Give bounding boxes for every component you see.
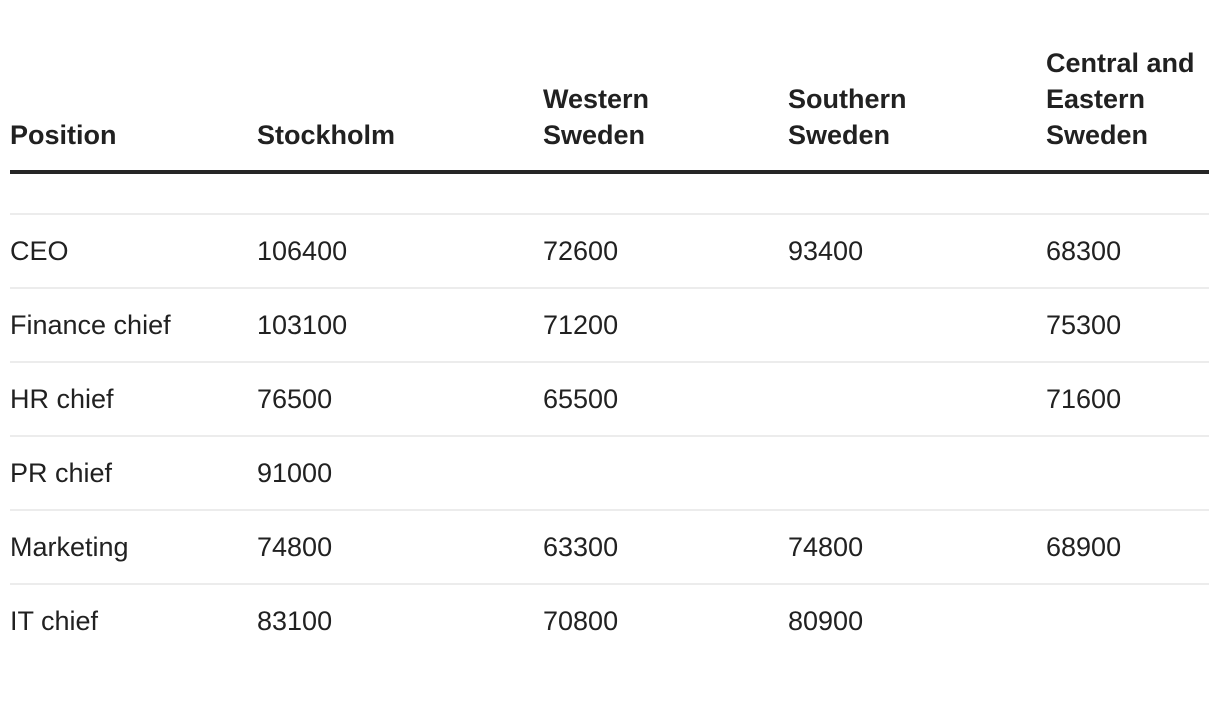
- value-cell-central-eastern-sweden: [1046, 436, 1209, 511]
- table-row: PR chief 91000: [10, 436, 1209, 511]
- table-row: CEO 106400 72600 93400 68300: [10, 214, 1209, 289]
- position-cell: PR chief: [10, 436, 257, 511]
- value-cell-southern-sweden: [788, 436, 1046, 511]
- column-header-position: Position: [10, 45, 257, 174]
- value-cell-western-sweden: 72600: [543, 214, 788, 289]
- value-cell-central-eastern-sweden: 68300: [1046, 214, 1209, 289]
- value-cell-stockholm: 74800: [257, 510, 543, 585]
- value-cell-western-sweden: 65500: [543, 362, 788, 437]
- spacer-row: [10, 172, 1209, 215]
- value-cell-stockholm: 91000: [257, 436, 543, 511]
- column-header-central-eastern-sweden: Central and Eastern Sweden: [1046, 45, 1209, 174]
- column-header-southern-sweden: Southern Sweden: [788, 45, 1046, 174]
- table-row: HR chief 76500 65500 71600: [10, 362, 1209, 437]
- position-cell: Finance chief: [10, 288, 257, 363]
- value-cell-central-eastern-sweden: 75300: [1046, 288, 1209, 363]
- salary-table: Position Stockholm Western Sweden Southe…: [10, 45, 1209, 657]
- position-cell: HR chief: [10, 362, 257, 437]
- position-cell: CEO: [10, 214, 257, 289]
- value-cell-southern-sweden: [788, 288, 1046, 363]
- value-cell-southern-sweden: 74800: [788, 510, 1046, 585]
- table-row: Marketing 74800 63300 74800 68900: [10, 510, 1209, 585]
- value-cell-central-eastern-sweden: [1046, 584, 1209, 657]
- value-cell-southern-sweden: 80900: [788, 605, 864, 636]
- column-header-western-sweden: Western Sweden: [543, 45, 788, 174]
- value-cell-stockholm: 83100: [257, 605, 333, 636]
- value-cell-stockholm: 106400: [257, 214, 543, 289]
- value-cell-stockholm: 76500: [257, 362, 543, 437]
- header-row: Position Stockholm Western Sweden Southe…: [10, 45, 1209, 174]
- value-cell-western-sweden: 63300: [543, 510, 788, 585]
- value-cell-central-eastern-sweden: 68900: [1046, 510, 1209, 585]
- value-cell-southern-sweden: [788, 362, 1046, 437]
- value-cell-southern-sweden: 93400: [788, 214, 1046, 289]
- position-cell: IT chief: [10, 605, 99, 636]
- value-cell-western-sweden: [543, 436, 788, 511]
- table-row: Finance chief 103100 71200 75300: [10, 288, 1209, 363]
- value-cell-central-eastern-sweden: 71600: [1046, 362, 1209, 437]
- spacer-cell: [10, 172, 1209, 215]
- table-row: IT chief 83100 70800 80900: [10, 584, 1209, 657]
- column-header-stockholm: Stockholm: [257, 45, 543, 174]
- value-cell-western-sweden: 70800: [543, 605, 619, 636]
- value-cell-western-sweden: 71200: [543, 288, 788, 363]
- value-cell-stockholm: 103100: [257, 288, 543, 363]
- position-cell: Marketing: [10, 510, 257, 585]
